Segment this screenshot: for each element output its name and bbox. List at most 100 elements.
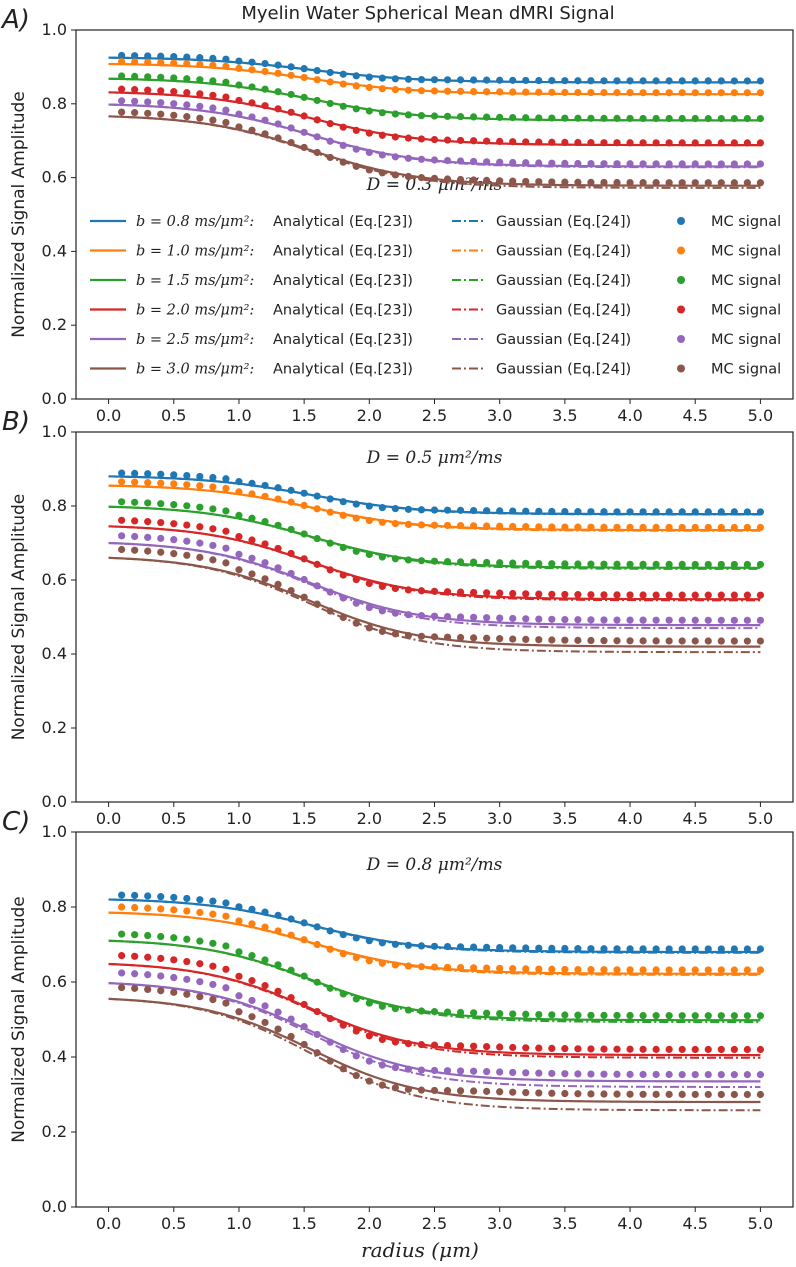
mc-point: [157, 52, 165, 60]
mc-point: [404, 941, 413, 949]
mc-point: [483, 176, 491, 184]
mc-point: [378, 582, 386, 590]
mc-point: [613, 1011, 621, 1020]
mc-point: [118, 72, 126, 80]
mc-point: [756, 560, 765, 569]
mc-point: [378, 939, 386, 947]
mc-point: [717, 523, 725, 532]
mc-point: [339, 70, 347, 78]
mc-point: [704, 139, 712, 147]
mc-point: [287, 966, 295, 974]
mc-point: [756, 160, 765, 168]
mc-point: [287, 1015, 295, 1023]
mc-point: [574, 159, 582, 168]
mc-point: [157, 548, 165, 556]
mc-point: [443, 1067, 452, 1075]
mc-point: [157, 500, 165, 508]
mc-point: [131, 931, 139, 939]
mc-point: [196, 102, 204, 110]
mc-point: [352, 514, 360, 522]
y-tick-label: 1.0: [42, 422, 67, 441]
mc-point: [717, 966, 725, 974]
mc-point: [417, 521, 426, 529]
mc-point: [248, 920, 256, 928]
mc-point: [391, 110, 399, 118]
mc-point: [131, 58, 139, 66]
mc-point: [417, 87, 426, 95]
mc-point: [730, 77, 738, 85]
mc-point: [587, 591, 595, 599]
mc-point: [470, 1042, 478, 1050]
mc-point: [209, 996, 217, 1004]
mc-point: [548, 523, 556, 531]
mc-point: [131, 52, 139, 60]
mc-point: [313, 940, 321, 949]
y-tick-label: 0.0: [42, 792, 67, 811]
mc-point: [691, 591, 699, 599]
mc-point: [509, 614, 517, 623]
mc-point: [170, 906, 178, 914]
mc-point: [196, 54, 204, 62]
mc-point: [430, 76, 439, 84]
mc-point: [339, 141, 347, 150]
mc-point: [743, 1045, 751, 1054]
mc-point: [509, 158, 517, 167]
mc-point: [470, 964, 478, 972]
mc-point: [717, 560, 725, 569]
legend-b-label: b = 1.5 ms/μm²:: [136, 273, 254, 289]
mc-point: [691, 560, 699, 569]
mc-point: [326, 137, 334, 145]
legend-analytical-label: Analytical (Eq.[23]): [273, 244, 413, 260]
mc-point: [483, 1087, 491, 1095]
mc-point: [157, 470, 165, 478]
mc-point: [496, 507, 504, 515]
mc-point: [378, 553, 386, 561]
mc-point: [678, 1090, 686, 1099]
mc-point: [222, 527, 230, 535]
mc-point: [548, 944, 556, 952]
mc-point: [339, 1045, 347, 1054]
mc-point: [261, 130, 269, 138]
mc-point: [730, 179, 738, 187]
legend-mc-label: MC signal: [711, 303, 781, 319]
mc-point: [326, 153, 334, 162]
mc-point: [483, 88, 491, 96]
mc-point: [170, 956, 178, 964]
mc-point: [352, 1071, 360, 1080]
mc-point: [248, 905, 256, 913]
mc-point: [756, 591, 765, 599]
mc-point: [196, 539, 204, 547]
mc-point: [535, 178, 543, 186]
x-tick-label: 4.0: [617, 406, 642, 425]
mc-point: [548, 159, 556, 167]
mc-point: [626, 523, 634, 531]
mc-point: [157, 518, 165, 527]
mc-point: [313, 66, 321, 75]
mc-point: [522, 965, 530, 973]
mc-point: [430, 521, 439, 529]
mc-point: [652, 160, 660, 168]
mc-point: [678, 179, 686, 187]
mc-point: [743, 637, 751, 645]
mc-point: [626, 591, 634, 599]
mc-point: [574, 591, 582, 599]
mc-point: [326, 99, 334, 108]
mc-point: [678, 523, 686, 532]
mc-point: [287, 124, 295, 132]
mc-point: [443, 613, 452, 621]
mc-point: [222, 118, 230, 127]
mc-point: [496, 76, 504, 84]
mc-point: [496, 113, 504, 121]
mc-point: [717, 89, 725, 97]
mc-point: [561, 138, 569, 147]
mc-point: [365, 603, 373, 612]
mc-point: [496, 1043, 504, 1051]
mc-point: [639, 966, 647, 974]
mc-point: [118, 51, 126, 60]
mc-point: [561, 77, 569, 85]
mc-point: [196, 896, 204, 904]
mc-point: [704, 160, 712, 168]
panel-letter: B): [2, 407, 30, 437]
mc-point: [691, 1045, 699, 1054]
mc-point: [196, 978, 204, 986]
